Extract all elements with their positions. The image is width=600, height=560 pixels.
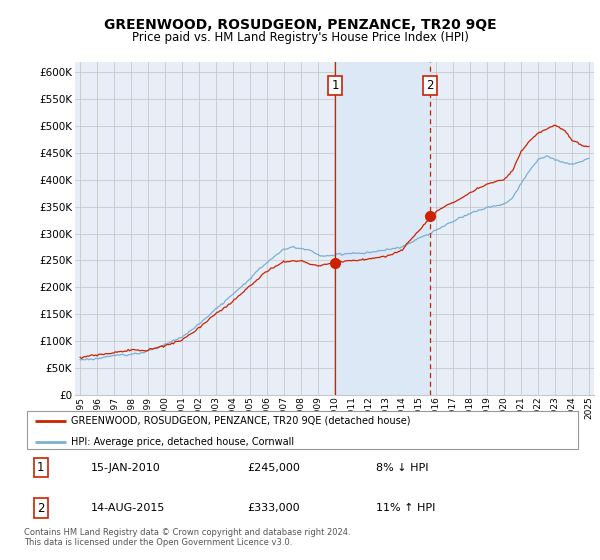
Text: 8% ↓ HPI: 8% ↓ HPI xyxy=(376,463,428,473)
Text: 2: 2 xyxy=(426,80,434,92)
Text: HPI: Average price, detached house, Cornwall: HPI: Average price, detached house, Corn… xyxy=(71,437,295,446)
Text: Contains HM Land Registry data © Crown copyright and database right 2024.
This d: Contains HM Land Registry data © Crown c… xyxy=(24,528,350,547)
Text: £333,000: £333,000 xyxy=(247,503,300,513)
Text: 11% ↑ HPI: 11% ↑ HPI xyxy=(376,503,435,513)
Text: 1: 1 xyxy=(331,80,339,92)
Text: Price paid vs. HM Land Registry's House Price Index (HPI): Price paid vs. HM Land Registry's House … xyxy=(131,31,469,44)
Text: 2: 2 xyxy=(37,502,44,515)
Text: 14-AUG-2015: 14-AUG-2015 xyxy=(91,503,166,513)
FancyBboxPatch shape xyxy=(27,411,578,449)
Text: 15-JAN-2010: 15-JAN-2010 xyxy=(91,463,161,473)
Bar xyxy=(335,62,430,395)
Text: GREENWOOD, ROSUDGEON, PENZANCE, TR20 9QE: GREENWOOD, ROSUDGEON, PENZANCE, TR20 9QE xyxy=(104,18,496,32)
Text: £245,000: £245,000 xyxy=(247,463,300,473)
Text: GREENWOOD, ROSUDGEON, PENZANCE, TR20 9QE (detached house): GREENWOOD, ROSUDGEON, PENZANCE, TR20 9QE… xyxy=(71,416,411,426)
Text: 1: 1 xyxy=(37,461,44,474)
